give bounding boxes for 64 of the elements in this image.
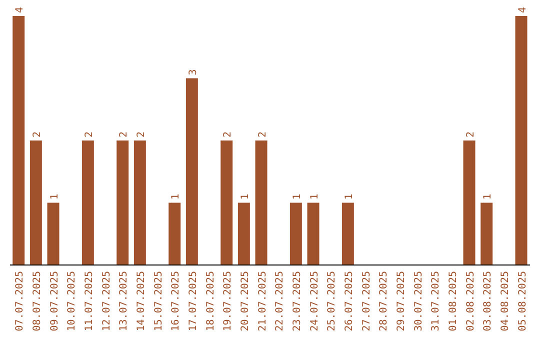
x-tick-label: 27.07.2025: [361, 271, 372, 332]
bar: [463, 140, 476, 265]
x-tick-label: 28.07.2025: [378, 271, 390, 332]
bar: [290, 202, 302, 265]
data-label: 2: [222, 131, 234, 138]
x-tick-label: 14.07.2025: [136, 271, 147, 332]
bar: [480, 202, 493, 265]
data-label: 2: [136, 131, 147, 138]
bar: [515, 16, 528, 265]
bar: [255, 140, 268, 265]
data-label: 1: [344, 194, 355, 200]
x-tick-label: 23.07.2025: [292, 271, 303, 332]
x-tick-label: 05.08.2025: [517, 271, 528, 332]
x-tick-label: 21.07.2025: [257, 271, 268, 332]
x-tick-label: 19.07.2025: [222, 271, 234, 332]
x-tick-label: 15.07.2025: [153, 271, 164, 332]
bar: [47, 202, 60, 265]
data-label: 3: [188, 69, 199, 76]
bar: [134, 140, 146, 265]
x-tick-label: 20.07.2025: [240, 271, 251, 332]
bar: [342, 202, 354, 265]
data-label: 2: [84, 131, 95, 138]
bar: [12, 16, 25, 265]
data-label: 2: [118, 131, 130, 138]
x-tick-label: 01.08.2025: [448, 271, 459, 332]
bar: [307, 202, 320, 265]
data-label: 2: [32, 131, 43, 138]
data-label: 1: [309, 194, 320, 200]
bar: [220, 140, 233, 265]
bar: [186, 78, 198, 265]
x-tick-label: 29.07.2025: [396, 271, 407, 332]
data-label: 4: [517, 6, 528, 13]
x-tick-label: 30.07.2025: [413, 271, 424, 332]
x-tick-label: 13.07.2025: [118, 271, 130, 332]
x-tick-label: 04.08.2025: [500, 271, 511, 332]
x-tick-label: 22.07.2025: [274, 271, 286, 332]
bar: [30, 140, 42, 265]
x-tick-label: 03.08.2025: [482, 271, 494, 332]
data-label: 1: [240, 194, 251, 200]
x-tick-label: 18.07.2025: [205, 271, 216, 332]
bar: [82, 140, 94, 265]
data-label: 2: [257, 131, 268, 138]
data-label: 4: [14, 6, 26, 13]
x-tick-label: 11.07.2025: [84, 271, 95, 332]
data-label: 1: [482, 194, 494, 200]
x-tick-label: 26.07.2025: [344, 271, 355, 332]
x-tick-label: 24.07.2025: [309, 271, 320, 332]
x-tick-label: 09.07.2025: [49, 271, 60, 332]
x-tick-label: 17.07.2025: [188, 271, 199, 332]
bar: [116, 140, 129, 265]
data-label: 1: [170, 194, 182, 200]
data-label: 1: [49, 194, 60, 200]
bar: [168, 202, 181, 265]
x-tick-label: 12.07.2025: [101, 271, 112, 332]
x-tick-label: 02.08.2025: [465, 271, 476, 332]
x-tick-label: 16.07.2025: [170, 271, 182, 332]
x-tick-label: 31.07.2025: [430, 271, 442, 332]
bar: [238, 202, 250, 265]
data-label: 2: [465, 131, 476, 138]
x-tick-label: 25.07.2025: [326, 271, 338, 332]
data-label: 1: [292, 194, 303, 200]
x-tick-label: 10.07.2025: [66, 271, 78, 332]
x-tick-label: 08.07.2025: [32, 271, 43, 332]
x-tick-label: 07.07.2025: [14, 271, 26, 332]
